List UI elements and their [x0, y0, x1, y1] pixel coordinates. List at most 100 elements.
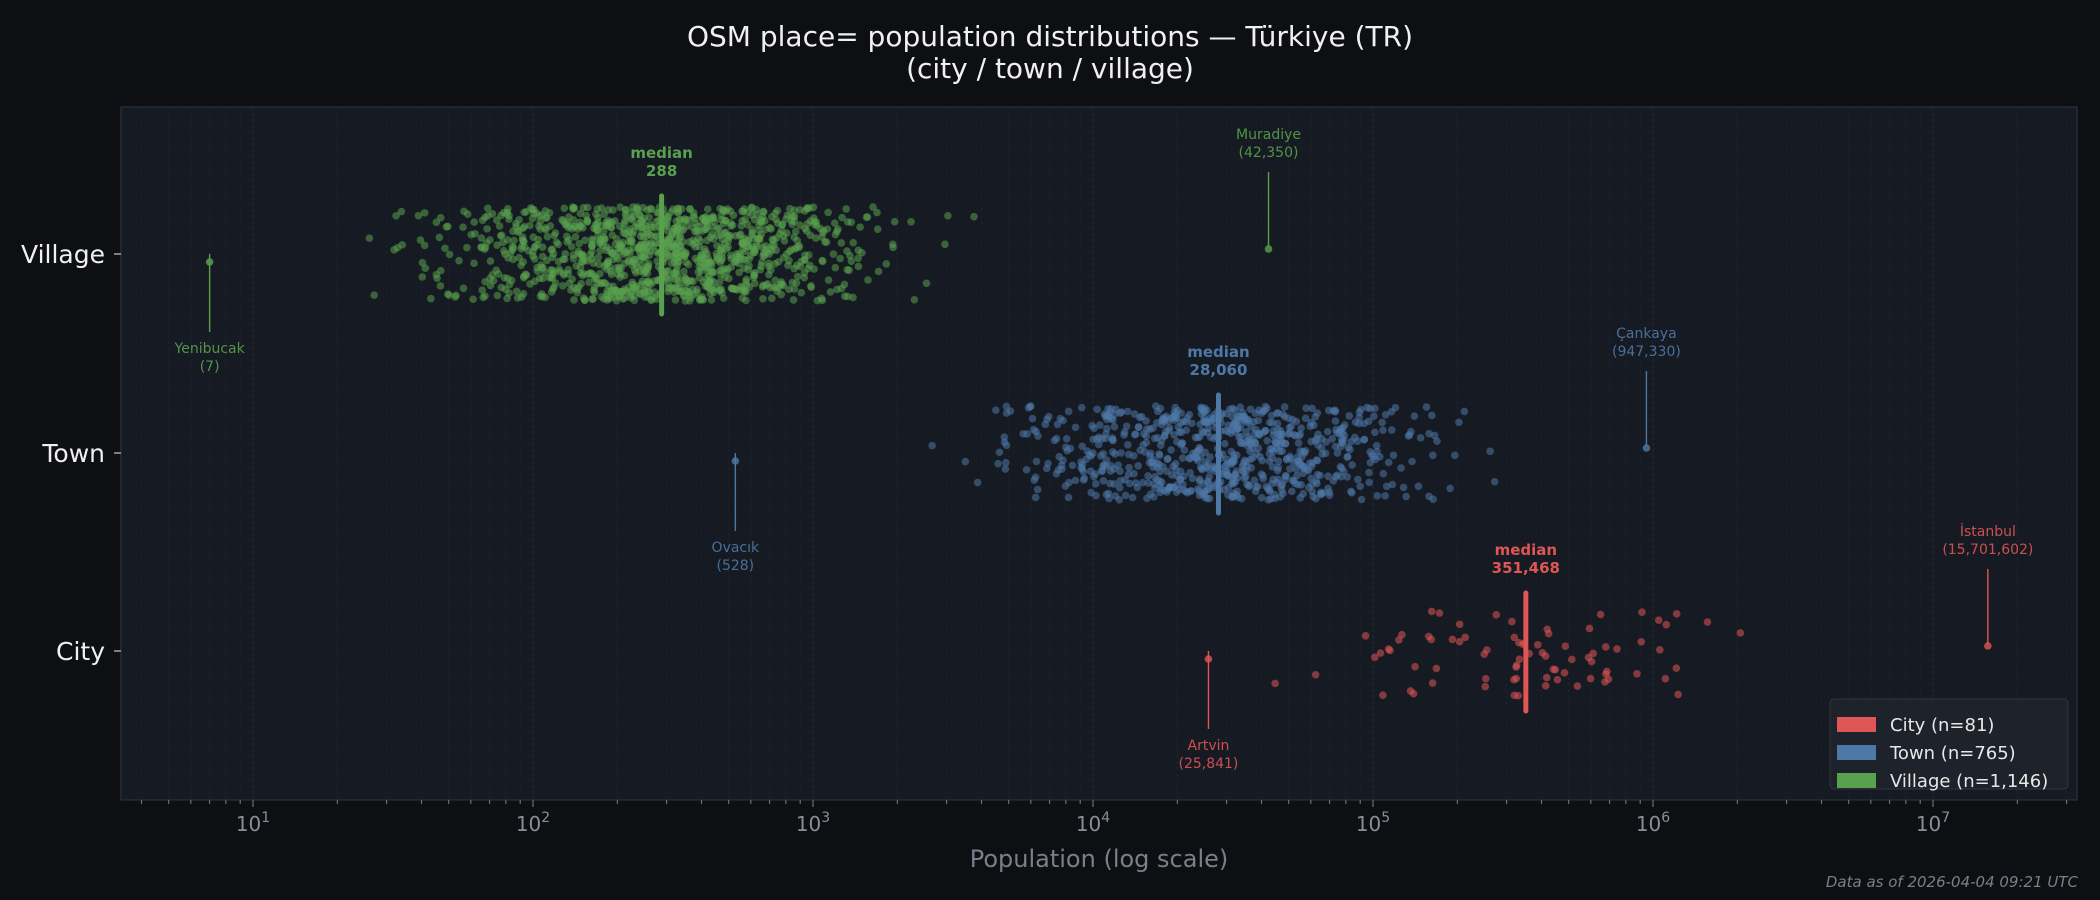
town-point: [1267, 411, 1276, 420]
village-point: [611, 240, 620, 248]
village-point: [609, 206, 617, 214]
town-point: [1198, 464, 1206, 473]
village-point: [594, 260, 603, 269]
village-point: [588, 240, 596, 249]
city-point: [1613, 645, 1621, 653]
town-point: [1422, 403, 1431, 411]
chart-title: OSM place= population distributions — Tü…: [687, 20, 1413, 53]
town-point: [1186, 468, 1194, 477]
town-point: [1246, 405, 1255, 414]
village-point: [739, 207, 748, 216]
village-point: [615, 222, 624, 231]
village-point: [567, 242, 576, 251]
town-point: [1486, 447, 1494, 456]
town-point: [1387, 407, 1396, 416]
village-point: [499, 238, 507, 247]
village-point: [721, 239, 729, 247]
city-point: [1411, 662, 1419, 671]
legend: City (n=81) Town (n=765) Village (n=1,146): [1829, 698, 2069, 792]
annotation-name: Artvin: [1188, 738, 1230, 754]
village-point: [546, 222, 555, 230]
town-point: [1141, 448, 1149, 456]
village-point: [549, 268, 558, 277]
town-point: [1389, 451, 1398, 460]
village-point: [726, 207, 735, 215]
town-point: [1203, 494, 1212, 503]
town-point: [1167, 446, 1175, 454]
village-point: [797, 288, 806, 297]
village-point: [742, 239, 751, 247]
village-point: [752, 205, 760, 214]
village-point: [833, 285, 841, 294]
village-point: [639, 247, 648, 255]
town-point: [1328, 435, 1336, 443]
town-point: [1365, 478, 1374, 487]
village-point: [627, 214, 636, 223]
town-point: [1333, 449, 1342, 457]
village-point: [470, 218, 478, 226]
village-point: [596, 278, 605, 287]
town-point: [1104, 411, 1113, 420]
town-point: [1345, 412, 1354, 420]
town-point: [1284, 414, 1293, 423]
village-point: [621, 230, 630, 238]
town-point: [1416, 434, 1425, 442]
village-point: [603, 287, 612, 295]
town-point: [1355, 408, 1364, 417]
village-point: [569, 251, 578, 259]
town-point: [973, 478, 982, 487]
village-point: [481, 243, 490, 252]
town-point: [1292, 465, 1300, 473]
town-point: [1269, 426, 1278, 435]
city-point: [1428, 679, 1437, 687]
town-point: [1115, 483, 1124, 492]
village-point: [829, 250, 838, 258]
village-point: [757, 258, 766, 266]
village-point: [941, 240, 949, 249]
town-point: [1193, 433, 1202, 442]
city-point: [1561, 642, 1570, 650]
town-point: [1239, 468, 1248, 476]
town-point: [1313, 479, 1321, 488]
village-point: [801, 224, 809, 233]
village-point: [478, 286, 487, 294]
village-point: [492, 266, 501, 274]
village-point: [671, 268, 679, 277]
village-point: [725, 274, 733, 283]
town-point: [1111, 405, 1120, 413]
town-point: [1065, 478, 1073, 487]
median-value: 351,468: [1492, 559, 1560, 577]
village-point: [614, 255, 623, 263]
village-point: [628, 208, 637, 217]
town-point: [1325, 488, 1334, 496]
village-point: [755, 234, 764, 242]
town-point: [1381, 410, 1390, 419]
town-point: [1343, 452, 1352, 461]
town-point: [1331, 442, 1340, 451]
village-point: [796, 262, 805, 271]
town-point: [1064, 493, 1073, 502]
town-point: [1446, 484, 1454, 493]
town-point: [1085, 451, 1094, 459]
town-point: [1199, 480, 1207, 488]
village-point: [503, 294, 511, 303]
town-point: [1343, 473, 1352, 481]
town-point: [1180, 472, 1188, 481]
town-point: [1224, 483, 1233, 492]
town-point: [1340, 421, 1349, 429]
town-point: [1002, 441, 1011, 450]
town-point: [1257, 409, 1266, 418]
city-point: [1542, 673, 1551, 682]
city-point: [1424, 632, 1433, 641]
y-tick-label-town: Town: [41, 439, 105, 468]
town-point: [1266, 494, 1275, 503]
city-point: [1736, 629, 1745, 637]
village-point: [739, 245, 747, 254]
village-point: [653, 232, 661, 241]
town-point: [1278, 430, 1287, 438]
village-point: [512, 287, 521, 296]
annotation-name: Ovacık: [712, 540, 760, 556]
city-point: [1271, 679, 1279, 688]
village-point: [459, 284, 468, 293]
town-point: [1099, 476, 1108, 485]
